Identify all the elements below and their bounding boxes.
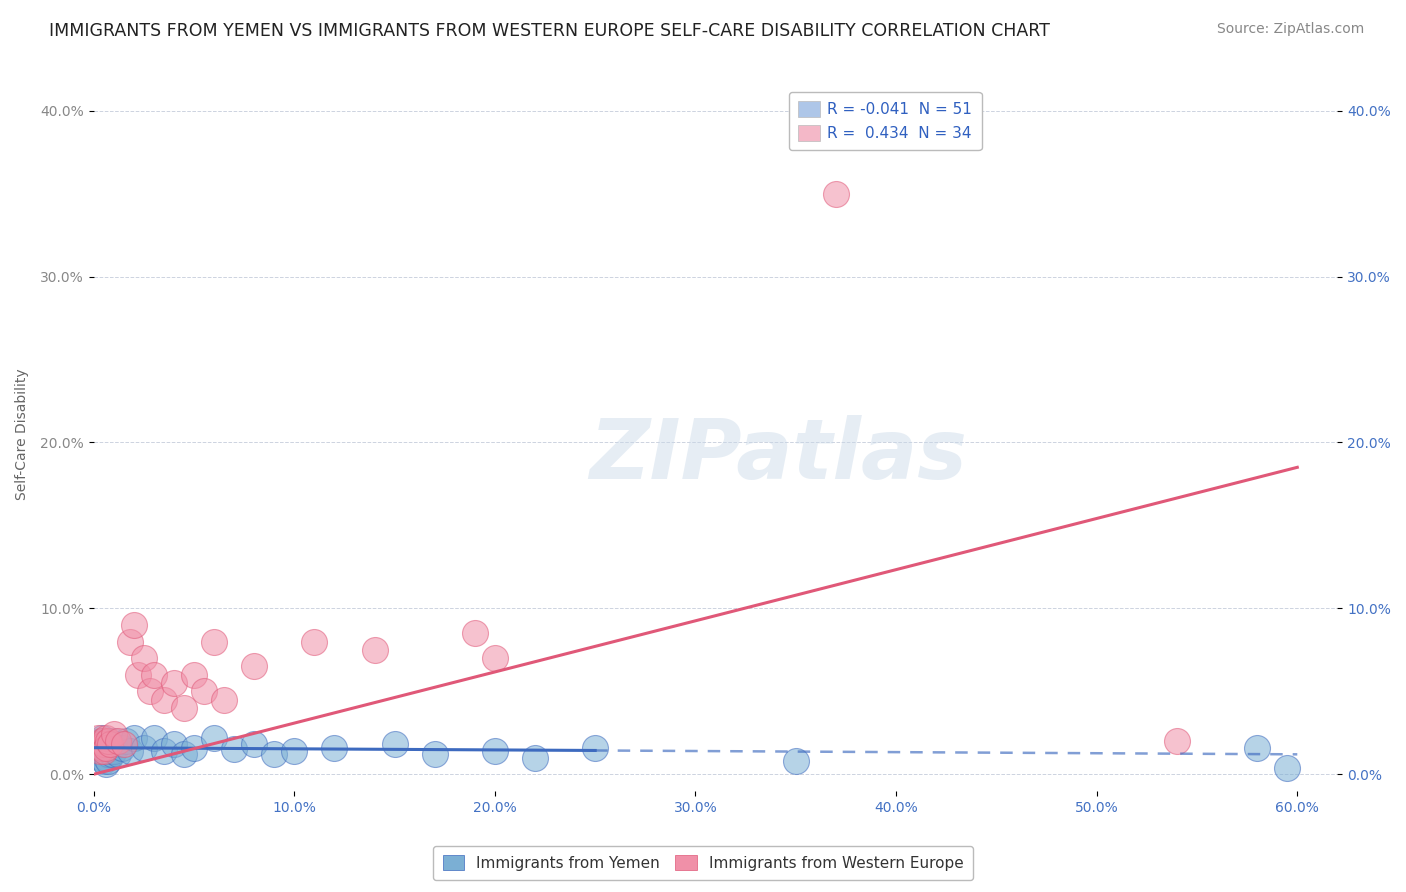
Point [163, 676, 186, 690]
Point [87, 731, 110, 745]
Point [90, 731, 112, 745]
Legend: Immigrants from Yemen, Immigrants from Western Europe: Immigrants from Yemen, Immigrants from W… [433, 846, 973, 880]
Point [90, 738, 112, 752]
Point [89, 746, 111, 760]
Point [90, 750, 112, 764]
Point [243, 738, 266, 752]
Point [107, 734, 129, 748]
Point [97, 740, 120, 755]
Point [142, 667, 165, 681]
Point [94, 738, 117, 752]
Point [423, 747, 446, 762]
Point [97, 734, 120, 748]
Point [87, 738, 110, 752]
Point [142, 731, 165, 745]
Point [118, 634, 141, 648]
Point [98, 738, 121, 752]
Point [112, 738, 135, 752]
Point [583, 740, 606, 755]
Point [1246, 740, 1268, 755]
Point [97, 754, 120, 768]
Point [100, 740, 122, 755]
Point [384, 738, 406, 752]
Point [93, 744, 115, 758]
Point [785, 754, 807, 768]
Point [94, 757, 117, 772]
Point [103, 734, 125, 748]
Point [212, 692, 235, 706]
Point [98, 738, 121, 752]
Point [139, 684, 162, 698]
Point [163, 738, 186, 752]
Point [132, 740, 155, 755]
Point [94, 740, 117, 755]
Point [122, 731, 145, 745]
Point [118, 744, 141, 758]
Point [153, 692, 176, 706]
Point [111, 740, 134, 755]
Point [173, 747, 195, 762]
Point [93, 754, 115, 768]
Point [202, 731, 225, 745]
Point [363, 642, 385, 657]
Point [122, 618, 145, 632]
Point [224, 742, 246, 756]
Legend: R = -0.041  N = 51, R =  0.434  N = 34: R = -0.041 N = 51, R = 0.434 N = 34 [789, 92, 981, 150]
Point [89, 734, 111, 748]
Point [193, 684, 215, 698]
Point [90, 734, 112, 748]
Point [114, 734, 136, 748]
Point [93, 738, 115, 752]
Point [127, 667, 149, 681]
Point [524, 750, 547, 764]
Point [94, 750, 117, 764]
Point [484, 744, 506, 758]
Point [304, 634, 326, 648]
Point [202, 634, 225, 648]
Point [1166, 734, 1188, 748]
Point [93, 734, 115, 748]
Point [107, 747, 129, 762]
Point [464, 626, 486, 640]
Point [153, 744, 176, 758]
Point [94, 744, 117, 758]
Text: ZIPatlas: ZIPatlas [589, 415, 967, 496]
Point [100, 747, 122, 762]
Y-axis label: Self-Care Disability: Self-Care Disability [15, 368, 30, 500]
Point [89, 740, 111, 755]
Point [263, 747, 285, 762]
Point [98, 744, 121, 758]
Text: Source: ZipAtlas.com: Source: ZipAtlas.com [1216, 22, 1364, 37]
Text: IMMIGRANTS FROM YEMEN VS IMMIGRANTS FROM WESTERN EUROPE SELF-CARE DISABILITY COR: IMMIGRANTS FROM YEMEN VS IMMIGRANTS FROM… [49, 22, 1050, 40]
Point [103, 744, 125, 758]
Point [94, 731, 117, 745]
Point [484, 651, 506, 665]
Point [243, 659, 266, 673]
Point [107, 738, 129, 752]
Point [103, 727, 125, 741]
Point [132, 651, 155, 665]
Point [283, 744, 305, 758]
Point [93, 747, 115, 762]
Point [825, 186, 848, 201]
Point [90, 742, 112, 756]
Point [90, 740, 112, 755]
Point [93, 740, 115, 755]
Point [89, 738, 111, 752]
Point [183, 667, 205, 681]
Point [183, 740, 205, 755]
Point [89, 744, 111, 758]
Point [97, 747, 120, 762]
Point [323, 740, 346, 755]
Point [173, 701, 195, 715]
Point [1277, 761, 1299, 775]
